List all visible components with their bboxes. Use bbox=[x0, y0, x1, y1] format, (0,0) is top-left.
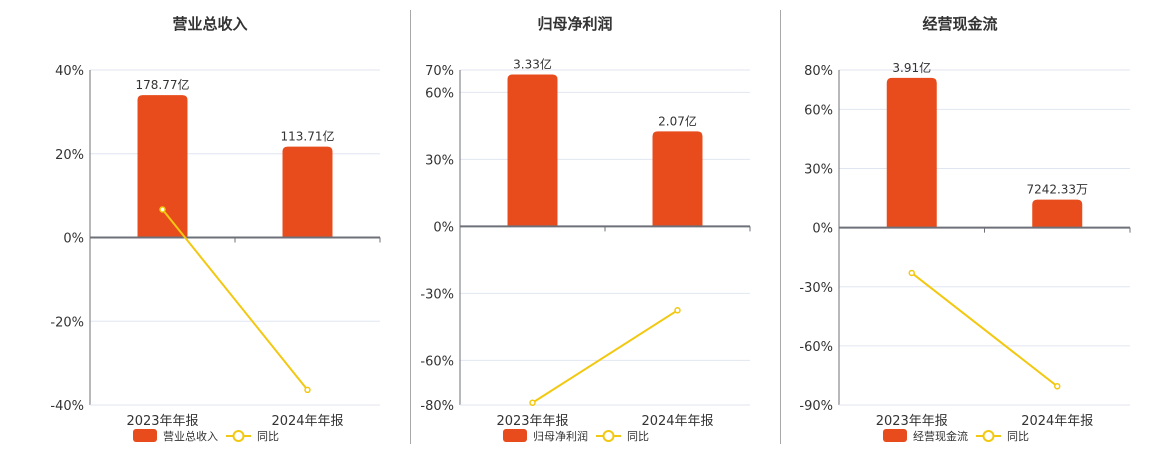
legend-bar-swatch[interactable] bbox=[503, 429, 527, 442]
legend-line-label[interactable]: 同比 bbox=[1007, 430, 1029, 443]
bar[interactable] bbox=[282, 146, 333, 238]
chart-title: 归母净利润 bbox=[537, 15, 612, 33]
yoy-point[interactable] bbox=[529, 399, 536, 407]
y-tick-label: -60% bbox=[420, 354, 454, 369]
y-tick-label: 40% bbox=[55, 64, 84, 79]
x-category-label: 2024年年报 bbox=[271, 414, 343, 429]
panel-divider-1 bbox=[410, 10, 411, 444]
y-tick-label: 60% bbox=[804, 103, 833, 118]
legend-line-label[interactable]: 同比 bbox=[257, 430, 279, 443]
y-tick-label: 30% bbox=[425, 153, 454, 168]
legend-line-marker bbox=[982, 430, 995, 442]
yoy-line bbox=[531, 309, 679, 404]
y-tick-label: -30% bbox=[420, 287, 454, 302]
bar-value-label: 3.91亿 bbox=[892, 60, 931, 75]
legend-bar-label[interactable]: 营业总收入 bbox=[163, 429, 218, 443]
yoy-point[interactable] bbox=[304, 386, 311, 394]
y-tick-label: -40% bbox=[50, 399, 84, 414]
y-tick-label: 30% bbox=[804, 163, 833, 178]
bar[interactable] bbox=[1032, 199, 1083, 228]
y-tick-label: -90% bbox=[799, 399, 833, 414]
chart-panel-3: 经营现金流 80% 60% 30% 0% -30% -60% -90% 3.91亿 7242.33… bbox=[799, 15, 1131, 443]
panel-divider-2 bbox=[780, 10, 781, 444]
x-category-label: 2023年年报 bbox=[876, 414, 948, 429]
yoy-point[interactable] bbox=[1054, 383, 1061, 390]
legend-line-label[interactable]: 同比 bbox=[627, 430, 649, 443]
legend-line-marker bbox=[232, 430, 245, 442]
bar-value-label: 113.71亿 bbox=[281, 129, 335, 144]
bar-value-label: 3.33亿 bbox=[513, 56, 552, 71]
yoy-line bbox=[911, 272, 1058, 388]
legend-bar-label[interactable]: 归母净利润 bbox=[533, 429, 588, 443]
y-tick-label: -60% bbox=[799, 340, 833, 355]
yoy-point[interactable] bbox=[159, 206, 166, 213]
y-tick-label: -20% bbox=[50, 315, 84, 330]
x-category-label: 2024年年报 bbox=[1021, 414, 1093, 429]
bar[interactable] bbox=[137, 95, 188, 238]
legend-bar-label[interactable]: 经营现金流 bbox=[913, 429, 968, 443]
yoy-line bbox=[161, 208, 309, 391]
bar-value-label: 7242.33万 bbox=[1026, 183, 1088, 197]
bar[interactable] bbox=[507, 74, 558, 227]
y-tick-label: 0% bbox=[433, 220, 454, 235]
y-tick-label: 60% bbox=[425, 86, 454, 101]
legend: 营业总收入 同比 bbox=[133, 429, 279, 443]
y-tick-label: -30% bbox=[799, 281, 833, 296]
y-tick-label: 0% bbox=[812, 222, 833, 237]
chart-title: 经营现金流 bbox=[922, 15, 997, 33]
chart-title: 营业总收入 bbox=[172, 15, 247, 33]
yoy-point[interactable] bbox=[908, 269, 915, 277]
x-category-label: 2023年年报 bbox=[496, 414, 568, 429]
x-category-label: 2024年年报 bbox=[641, 414, 713, 429]
y-tick-label: 0% bbox=[63, 232, 84, 247]
bar[interactable] bbox=[652, 131, 703, 227]
bar-value-label: 178.77亿 bbox=[136, 77, 190, 92]
x-category-label: 2023年年报 bbox=[126, 414, 198, 429]
y-tick-label: 80% bbox=[804, 64, 833, 79]
chart-panel-2: 归母净利润 70% 60% 30% 0% -30% -60% -80% 3.33亿 2.07亿 20… bbox=[420, 15, 751, 443]
y-tick-label: -80% bbox=[420, 399, 454, 414]
legend-line-marker bbox=[602, 430, 615, 442]
legend-bar-swatch[interactable] bbox=[133, 429, 157, 442]
y-tick-label: 70% bbox=[425, 64, 454, 79]
y-tick-label: 20% bbox=[55, 148, 84, 163]
bar-value-label: 2.07亿 bbox=[658, 113, 697, 128]
legend-bar-swatch[interactable] bbox=[883, 429, 907, 442]
bar[interactable] bbox=[886, 77, 937, 228]
legend: 归母净利润 同比 bbox=[503, 429, 649, 443]
yoy-point[interactable] bbox=[674, 307, 681, 314]
legend: 经营现金流 同比 bbox=[883, 429, 1029, 443]
chart-panel-1: 营业总收入 40% 20% 0% -20% -40% 178.77亿 113.71亿 2023年… bbox=[50, 15, 381, 443]
